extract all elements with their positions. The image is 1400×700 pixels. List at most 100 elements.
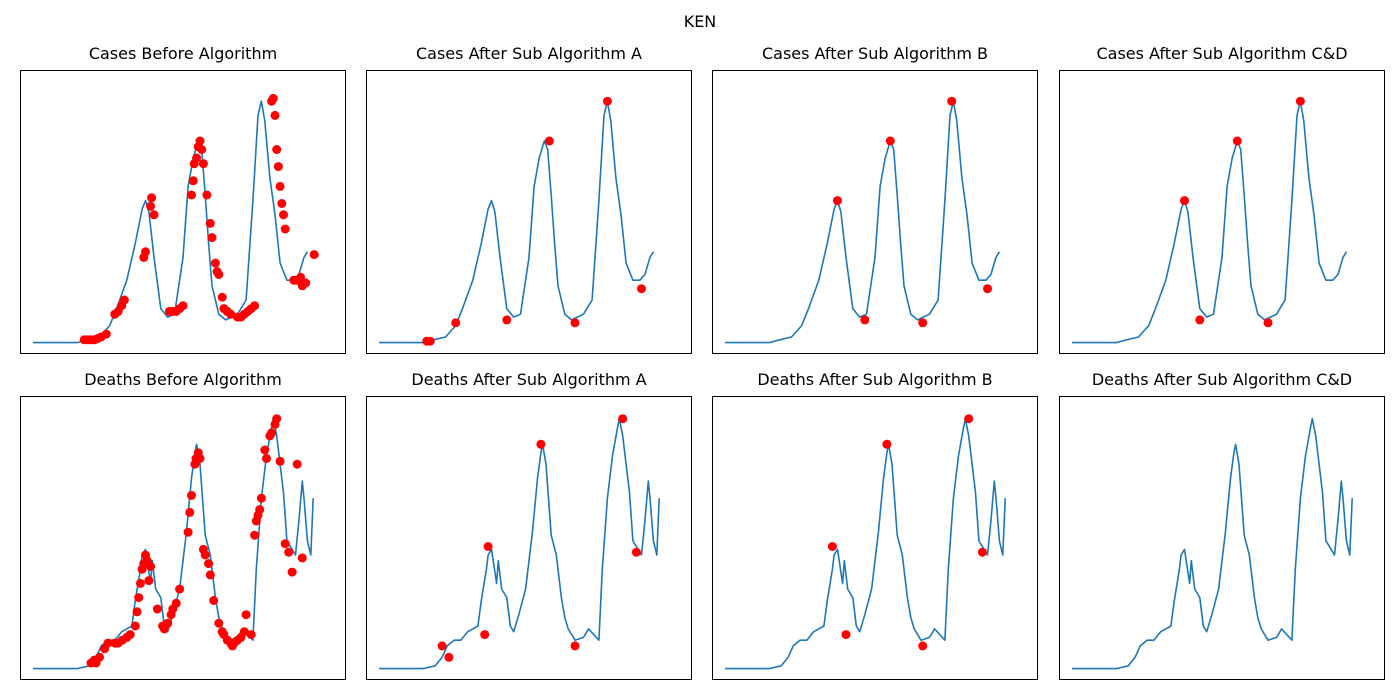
extremum-marker [1195, 315, 1205, 325]
plot-area [712, 396, 1038, 680]
extremum-marker [570, 318, 580, 328]
extremum-marker [544, 136, 554, 146]
extremum-marker [279, 210, 288, 220]
extremum-marker [210, 258, 220, 268]
extremum-marker [119, 295, 129, 305]
extremum-marker [255, 505, 265, 515]
extremum-marker [536, 439, 546, 449]
extremum-marker [214, 270, 224, 279]
extremum-marker [103, 638, 113, 648]
extremum-marker [425, 336, 435, 346]
extremum-marker [250, 530, 260, 540]
series-line-deaths [379, 417, 660, 670]
extremum-marker [187, 490, 196, 500]
extremum-marker [217, 292, 227, 302]
subplot-title: Cases After Sub Algorithm B [761, 44, 989, 63]
extremum-marker [207, 233, 217, 243]
series-line-deaths [1072, 417, 1353, 670]
axes-frame [1059, 70, 1385, 354]
subplot-title: Cases After Sub Algorithm A [415, 44, 642, 63]
series-line-deaths [33, 417, 314, 670]
extremum-marker [451, 318, 461, 328]
extremum-marker [101, 329, 111, 339]
subplot-deaths-0: Deaths Before Algorithm [20, 368, 346, 680]
subplot-cases-1: Cases After Sub Algorithm A [366, 42, 692, 354]
extremum-marker [280, 224, 290, 234]
subplot-title: Deaths After Sub Algorithm B [757, 370, 993, 389]
extremum-marker [301, 278, 311, 288]
extremum-marker [280, 539, 290, 549]
extremum-marker [833, 196, 842, 206]
extremum-marker [502, 315, 512, 325]
extremum-marker [284, 547, 294, 557]
extremum-marker [268, 93, 278, 103]
extremum-marker [480, 630, 490, 640]
axes-frame [20, 70, 346, 354]
series-line-cases [379, 100, 655, 344]
subplot-cases-0: Cases Before Algorithm [20, 42, 346, 354]
plot-area [366, 396, 692, 680]
extremum-marker [287, 567, 297, 577]
extremum-marker [241, 610, 251, 620]
extremum-marker [246, 630, 256, 640]
extremum-marker [95, 652, 104, 662]
extremum-marker [1295, 96, 1305, 106]
series-line-cases [1072, 100, 1348, 344]
extremum-marker [195, 454, 205, 463]
extremum-marker [437, 641, 447, 651]
subplot-title: Cases Before Algorithm [88, 44, 278, 63]
extremum-marker [197, 145, 207, 154]
extremum-marker [149, 210, 159, 220]
extremum-marker [202, 190, 212, 200]
extremum-marker [947, 96, 957, 106]
extremum-marker [198, 159, 208, 169]
extremum-marker [195, 136, 205, 146]
subplot-deaths-3: Deaths After Sub Algorithm C&D [1059, 368, 1385, 680]
figure-title: KEN [683, 12, 717, 31]
extremum-marker [188, 176, 198, 186]
axes-frame [712, 396, 1038, 680]
plot-area [712, 70, 1038, 354]
extremum-marker [205, 570, 215, 580]
extremum-marker [239, 627, 249, 637]
extremum-marker [918, 641, 928, 651]
subplot-deaths-2: Deaths After Sub Algorithm B [712, 368, 1038, 680]
axes-frame [20, 396, 346, 680]
subplot-cases-3: Cases After Sub Algorithm C&D [1059, 42, 1385, 354]
subplot-cases-2: Cases After Sub Algorithm B [712, 42, 1038, 354]
plot-area [1059, 70, 1385, 354]
extremum-marker [250, 301, 260, 311]
series-line-deaths [725, 417, 1006, 670]
extremum-marker [134, 593, 144, 603]
extremum-marker [309, 250, 319, 260]
extremum-marker [267, 428, 277, 438]
extremum-marker [444, 652, 454, 662]
extremum-marker [146, 561, 156, 571]
extremum-marker [631, 547, 641, 557]
extremum-marker [152, 604, 162, 614]
extremum-marker [272, 145, 282, 154]
plot-area [1059, 396, 1385, 680]
extremum-marker [918, 318, 928, 328]
series-line-cases [33, 100, 309, 344]
extremum-marker [275, 181, 285, 191]
extremum-marker [135, 578, 145, 588]
subplot-title: Cases After Sub Algorithm C&D [1096, 44, 1348, 63]
extremum-marker [146, 201, 156, 211]
extremum-marker [256, 493, 266, 503]
extremum-marker [570, 641, 580, 651]
extremum-marker [130, 621, 140, 631]
extremum-marker [827, 542, 837, 551]
extremum-marker [163, 618, 173, 628]
extremum-marker [977, 547, 987, 557]
extremum-marker [277, 199, 287, 208]
extremum-marker [297, 553, 307, 563]
subplot-deaths-1: Deaths After Sub Algorithm A [366, 368, 692, 680]
extremum-marker [183, 527, 193, 537]
axes-frame [366, 396, 692, 680]
extremum-marker [205, 218, 215, 228]
extremum-marker [273, 162, 283, 172]
extremum-marker [272, 414, 282, 424]
series-line-cases [725, 100, 1001, 344]
extremum-marker [175, 584, 185, 594]
